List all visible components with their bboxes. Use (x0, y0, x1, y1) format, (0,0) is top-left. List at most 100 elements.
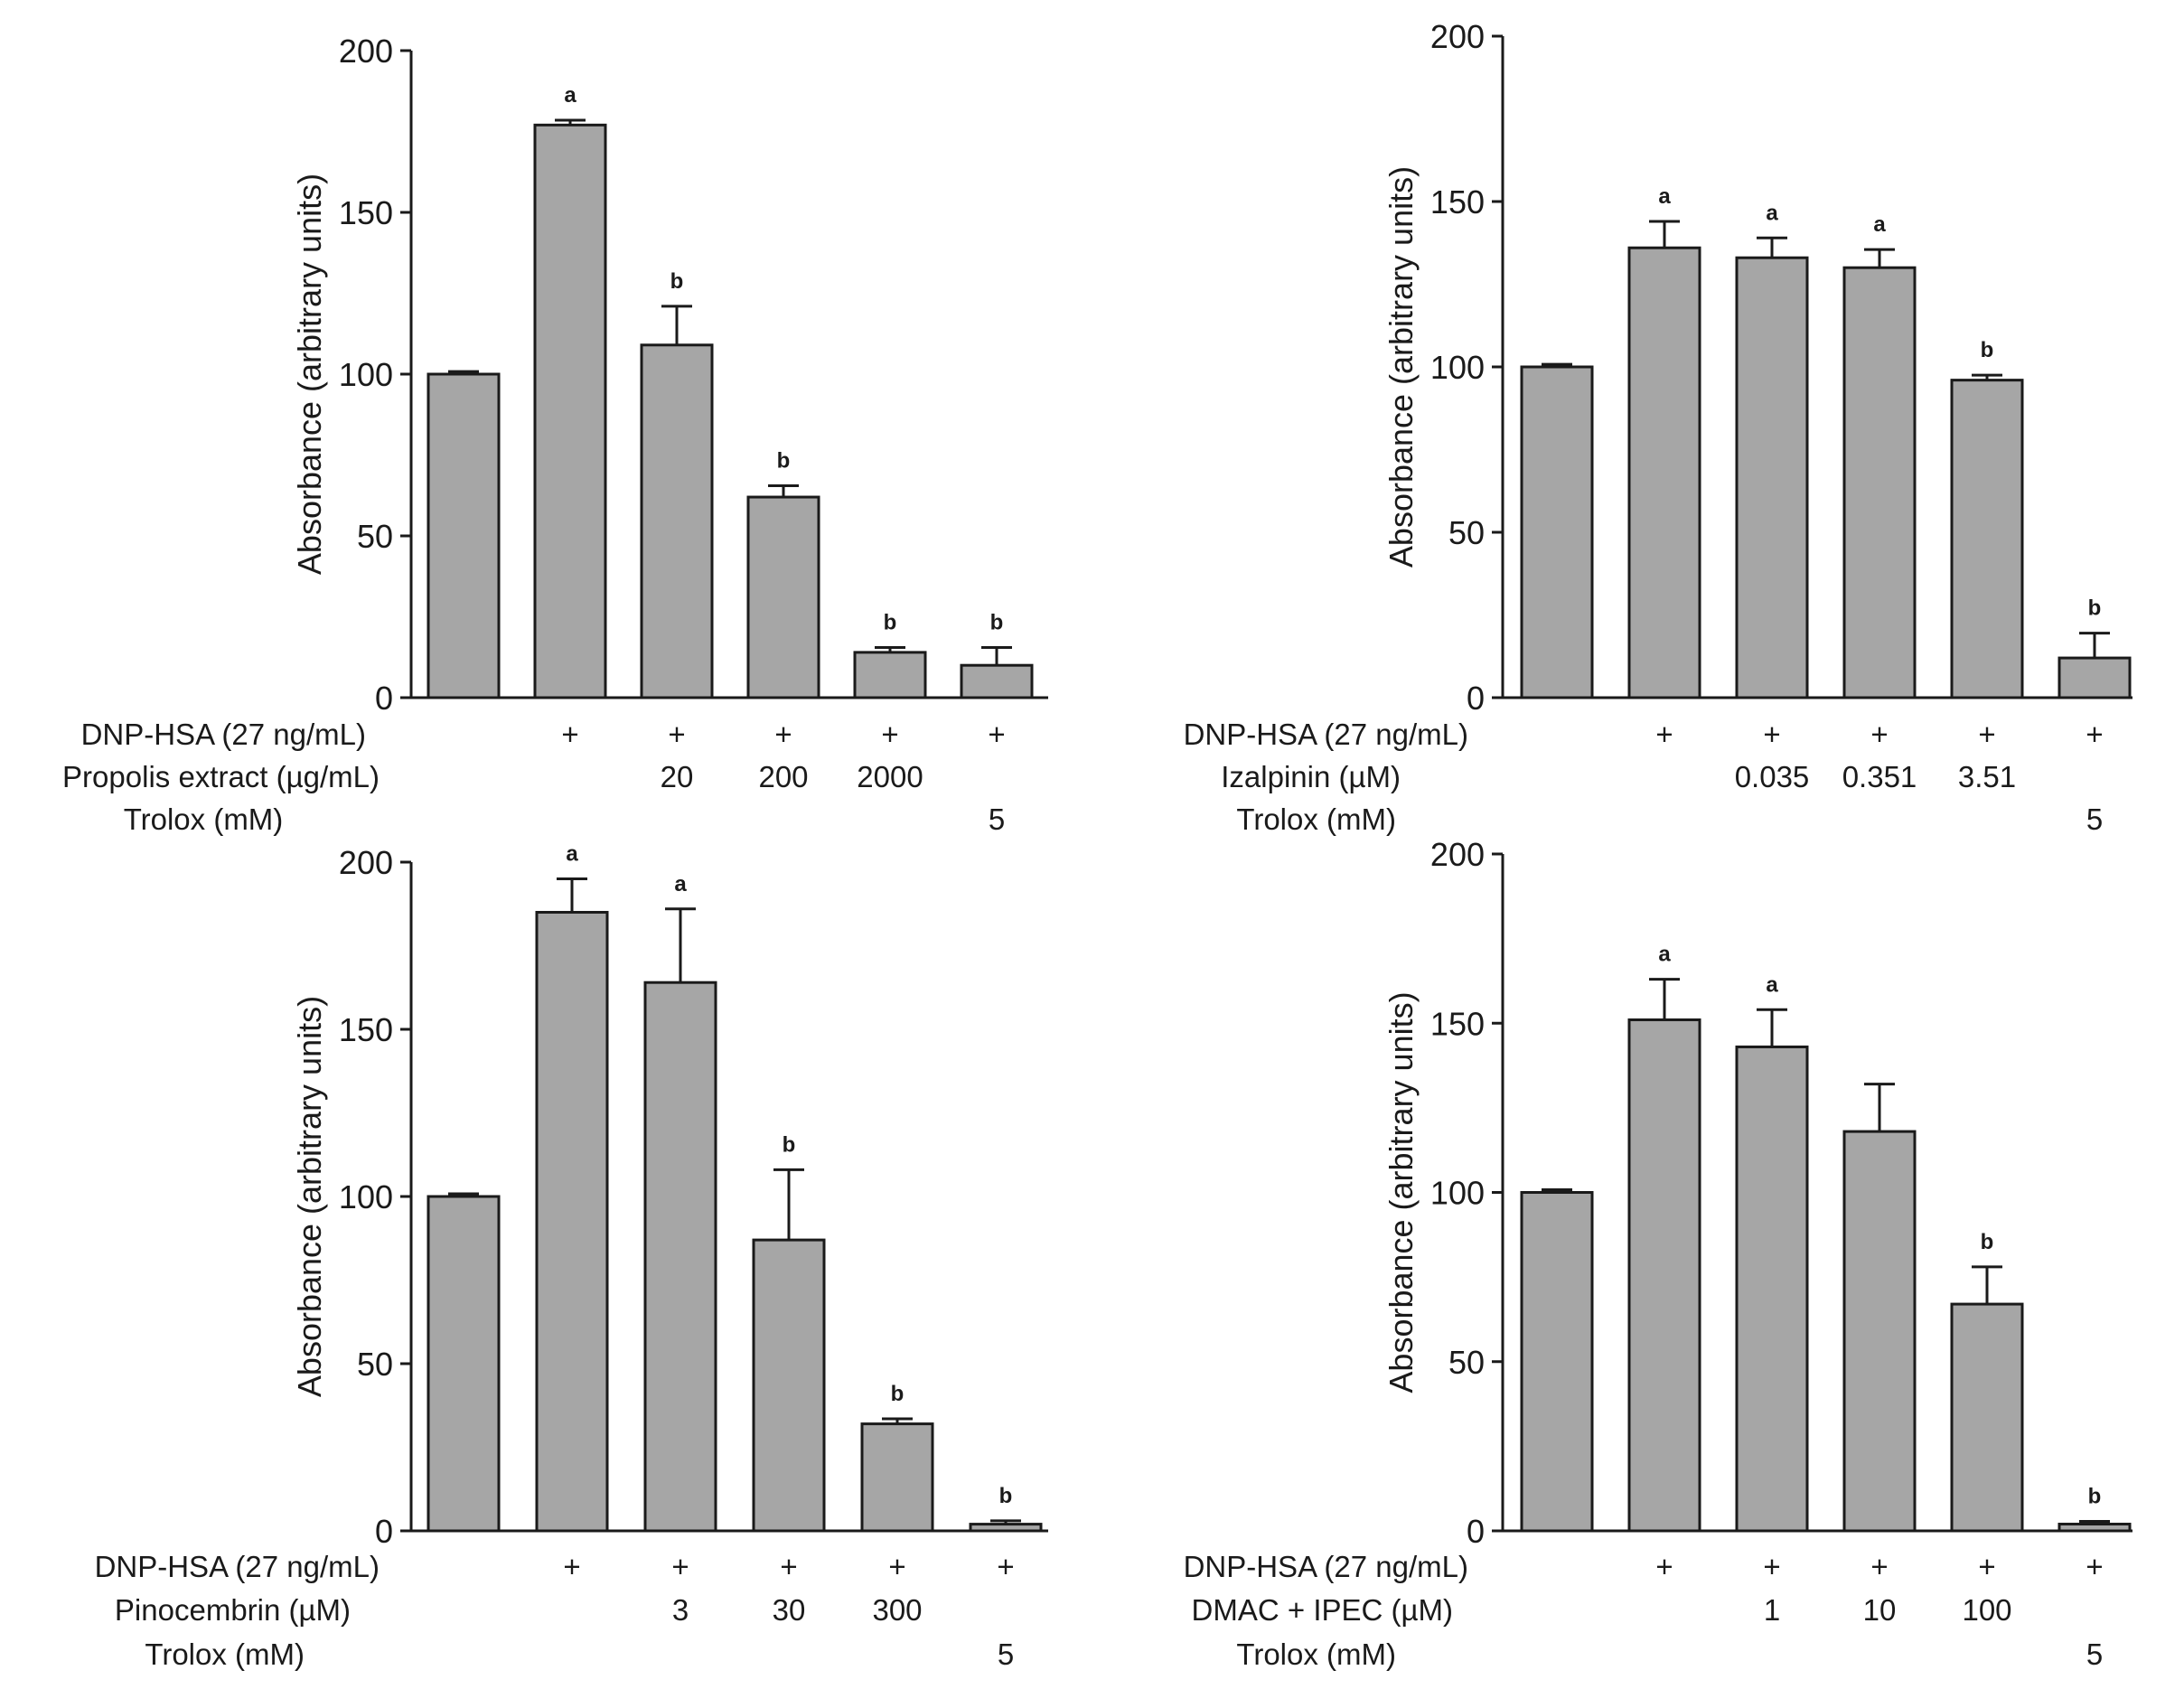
treatment-cell: 20 (661, 760, 694, 793)
treatment-cell: + (1870, 1550, 1888, 1583)
treatment-cell: 30 (773, 1593, 806, 1627)
significance-label: b (999, 1484, 1013, 1508)
treatment-cell: + (780, 1550, 797, 1583)
treatment-cell: 2000 (857, 760, 923, 793)
bar (640, 343, 714, 699)
treatment-cell: 5 (998, 1637, 1014, 1671)
y-tick-label: 50 (357, 1346, 393, 1383)
bar (426, 372, 501, 699)
bar (535, 911, 609, 1533)
chart-panel-3: a a b b b 0 50 100 150 200 Absorbance (arbitrary u… (95, 842, 1048, 1671)
treatment-cell: 0.351 (1842, 760, 1917, 793)
treatment-row-label: DNP-HSA (27 ng/mL) (1184, 1550, 1468, 1583)
treatment-row-label: DNP-HSA (27 ng/mL) (95, 1550, 380, 1583)
treatment-cell: 0.035 (1735, 760, 1810, 793)
significance-label: b (1981, 1230, 1994, 1254)
significance-label: a (566, 842, 578, 867)
bar (533, 123, 607, 699)
bar (1950, 1302, 2024, 1533)
treatment-cell: + (561, 718, 578, 751)
y-tick-label: 100 (1430, 349, 1485, 386)
treatment-cell: + (1763, 718, 1780, 751)
y-tick-label: 0 (1467, 680, 1485, 717)
significance-label: a (674, 872, 687, 896)
treatment-cell: + (774, 718, 792, 751)
treatment-row-label: Propolis extract (µg/mL) (62, 760, 380, 793)
y-tick-label: 100 (339, 1178, 393, 1215)
bar (1627, 246, 1701, 699)
treatment-cell: + (1978, 718, 1995, 751)
bar (1842, 266, 1917, 699)
significance-label: b (884, 611, 897, 635)
treatment-cell: + (1870, 718, 1888, 751)
treatment-row-label: DNP-HSA (27 ng/mL) (1184, 718, 1468, 751)
y-tick-label: 0 (375, 1513, 393, 1550)
y-tick-label: 150 (339, 194, 393, 231)
y-tick-label: 200 (1430, 836, 1485, 873)
treatment-row-label: Trolox (mM) (145, 1637, 305, 1671)
treatment-row-label: DMAC + IPEC (µM) (1192, 1593, 1453, 1627)
bar (853, 651, 927, 699)
significance-label: a (1658, 943, 1671, 967)
treatment-row-label: Trolox (mM) (1236, 802, 1396, 836)
bar (1627, 1018, 1701, 1533)
treatment-cell: 1 (1764, 1593, 1780, 1627)
treatment-cell: 5 (2086, 802, 2103, 836)
significance-label: b (670, 269, 684, 294)
treatment-cell: 300 (872, 1593, 922, 1627)
bar (1520, 365, 1594, 699)
chart-panel-2: a a a b b 0 50 100 150 200 Absorbance (arbitrary u… (1184, 18, 2132, 836)
significance-label: b (891, 1382, 905, 1406)
bar (643, 981, 717, 1533)
treatment-cell: + (671, 1550, 689, 1583)
bar (1520, 1191, 1594, 1533)
bar (960, 663, 1034, 699)
treatment-cell: 3.51 (1958, 760, 2016, 793)
treatment-cell: + (888, 1550, 905, 1583)
chart-panel-4: a a b b 0 50 100 150 200 Absorbance (arbitrary un… (1184, 836, 2132, 1671)
y-axis-title: Absorbance (arbitrary units) (1383, 166, 1420, 568)
bar (860, 1422, 934, 1533)
y-tick-label: 150 (1430, 183, 1485, 221)
bar (426, 1195, 501, 1533)
y-tick-label: 200 (339, 844, 393, 881)
y-tick-label: 0 (1467, 1513, 1485, 1550)
significance-label: b (990, 611, 1004, 635)
bar (746, 495, 820, 699)
y-tick-label: 200 (1430, 18, 1485, 55)
y-tick-label: 200 (339, 33, 393, 70)
treatment-row-label: Pinocembrin (µM) (115, 1593, 351, 1627)
significance-label: a (1766, 201, 1778, 225)
bar (1842, 1130, 1917, 1533)
treatment-cell: + (997, 1550, 1014, 1583)
treatment-cell: 200 (758, 760, 808, 793)
treatment-cell: + (563, 1550, 580, 1583)
treatment-cell: + (1655, 718, 1673, 751)
treatment-cell: + (2086, 718, 2103, 751)
y-tick-label: 100 (1430, 1175, 1485, 1212)
treatment-row-label: Izalpinin (µM) (1221, 760, 1401, 793)
y-tick-label: 50 (357, 518, 393, 555)
treatment-cell: + (668, 718, 685, 751)
significance-label: a (1873, 212, 1886, 237)
significance-label: b (2088, 1485, 2102, 1509)
treatment-cell: + (988, 718, 1005, 751)
y-tick-label: 150 (339, 1011, 393, 1048)
y-tick-label: 0 (375, 680, 393, 717)
y-axis-title: Absorbance (arbitrary units) (291, 174, 328, 575)
significance-label: a (1658, 184, 1671, 209)
significance-label: b (777, 449, 791, 474)
bar (1950, 379, 2024, 699)
significance-label: a (564, 83, 576, 108)
treatment-cell: 10 (1863, 1593, 1897, 1627)
significance-label: a (1766, 972, 1778, 997)
chart-panel-1: a b b b b 0 50 100 150 200 Absorbance (arbitrary u… (62, 33, 1048, 836)
y-tick-label: 150 (1430, 1005, 1485, 1042)
treatment-cell: + (881, 718, 898, 751)
bar (1735, 256, 1809, 699)
treatment-row-label: Trolox (mM) (1236, 1637, 1396, 1671)
treatment-cell: 100 (1962, 1593, 2011, 1627)
bar (752, 1238, 826, 1533)
significance-label: b (1981, 338, 1994, 362)
treatment-row-label: Trolox (mM) (124, 802, 284, 836)
